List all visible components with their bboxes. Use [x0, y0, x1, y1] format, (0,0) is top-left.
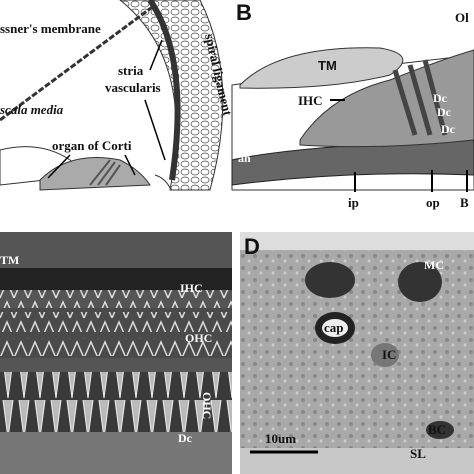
label: cap — [324, 320, 344, 335]
label: TM — [318, 58, 337, 73]
panel-d: D MC cap IC BC SL 10um — [240, 232, 474, 474]
label: MC — [424, 258, 444, 272]
label: Dc — [178, 431, 193, 445]
label: Dc — [437, 105, 452, 119]
label: Dc — [433, 91, 448, 105]
label: vascularis — [105, 80, 161, 95]
panel-b: B TM Ol IHC Dc Dc Dc an ip op B — [231, 0, 474, 210]
label: SL — [410, 446, 426, 461]
panel-c: TM IHC OHC OHC Dc — [0, 232, 232, 474]
label: op — [426, 195, 440, 210]
label: Dc — [441, 122, 456, 136]
label: OHC — [200, 392, 214, 419]
label: BC — [428, 422, 446, 437]
label: IHC — [180, 281, 203, 295]
label: an — [238, 151, 251, 165]
label: TM — [0, 253, 19, 267]
panel-a: ssner's membrane stria vascularis spiral… — [0, 0, 236, 191]
panel-letter: B — [236, 0, 252, 25]
label: B — [460, 195, 469, 210]
scale-label: 10um — [265, 431, 296, 446]
label: ip — [348, 195, 359, 210]
label: IC — [382, 347, 396, 362]
label: ssner's membrane — [0, 21, 101, 36]
label: IHC — [298, 93, 323, 108]
label: organ of Corti — [52, 138, 132, 153]
label: OHC — [185, 331, 212, 345]
label: stria — [118, 63, 144, 78]
label: Ol — [455, 10, 469, 25]
panel-letter: D — [244, 234, 260, 259]
label: scala media — [0, 102, 64, 117]
